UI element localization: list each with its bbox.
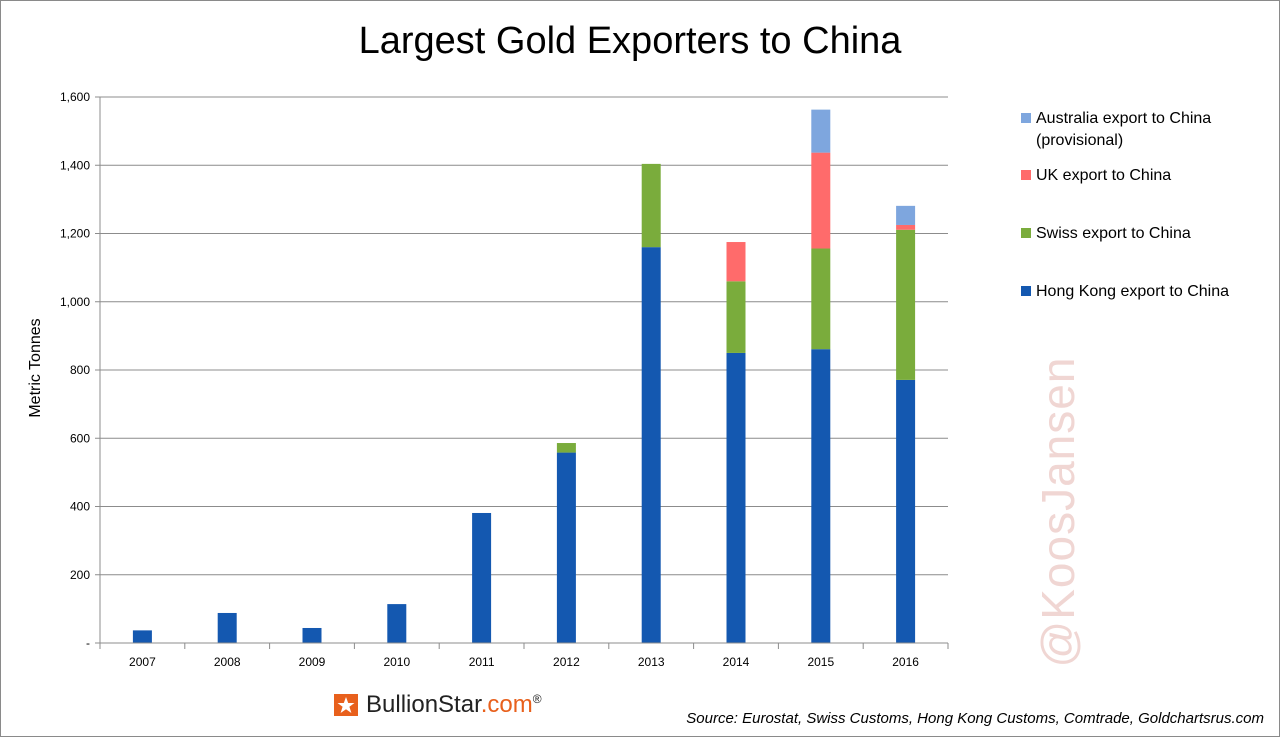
y-tick-label: - bbox=[86, 636, 90, 650]
legend-swatch-australia bbox=[1021, 113, 1031, 123]
y-tick-label: 1,400 bbox=[60, 158, 90, 172]
source-note: Source: Eurostat, Swiss Customs, Hong Ko… bbox=[686, 710, 1264, 727]
gridlines bbox=[100, 96, 948, 576]
x-tick-label: 2013 bbox=[638, 655, 665, 669]
y-tick-label: 800 bbox=[70, 363, 90, 377]
bar-segment bbox=[896, 205, 916, 225]
legend-label-hong-kong: Hong Kong export to China bbox=[1036, 283, 1230, 300]
x-tick-label: 2009 bbox=[299, 655, 326, 669]
bar-segment bbox=[896, 379, 916, 643]
legend-swatch-uk bbox=[1021, 170, 1031, 180]
brand-reg-mark: ® bbox=[532, 692, 542, 706]
brand-name-main: BullionStar bbox=[366, 691, 481, 718]
y-tick-label: 400 bbox=[70, 500, 90, 514]
y-tick-label: 1,200 bbox=[60, 227, 90, 241]
y-tick-label: 200 bbox=[70, 568, 90, 582]
chart-title: Largest Gold Exporters to China bbox=[358, 20, 902, 62]
watermark: @KoosJansen bbox=[1032, 356, 1084, 668]
legend-swatch-hong-kong bbox=[1021, 286, 1031, 296]
bar-segment bbox=[556, 443, 576, 453]
bar-segment bbox=[641, 163, 661, 248]
bar-segment bbox=[641, 247, 661, 643]
bar-segment bbox=[556, 452, 576, 643]
brand-name: BullionStar.com® bbox=[366, 691, 542, 719]
y-tick-label: 1,600 bbox=[60, 90, 90, 104]
x-tick-label: 2008 bbox=[214, 655, 241, 669]
bullionstar-logo-icon bbox=[334, 694, 358, 716]
tick-labels: - 200 400 600 800 1,000 1,200 1,400 1,600 2007 200… bbox=[60, 90, 919, 669]
bar-segment bbox=[472, 512, 492, 643]
bar-segment bbox=[302, 627, 322, 643]
x-tick-label: 2011 bbox=[469, 655, 495, 669]
x-tick-label: 2012 bbox=[553, 655, 580, 669]
y-tick-label: 600 bbox=[70, 431, 90, 445]
bar-segment bbox=[811, 109, 831, 153]
x-tick-label: 2016 bbox=[892, 655, 919, 669]
y-axis-label: Metric Tonnes bbox=[27, 318, 44, 418]
bar-segment bbox=[896, 229, 916, 380]
bar-segment bbox=[132, 630, 152, 643]
legend-label-australia: Australia export to China (provisional) bbox=[1036, 110, 1212, 149]
bar-segment bbox=[811, 349, 831, 643]
x-tick-label: 2010 bbox=[383, 655, 410, 669]
bar-segment bbox=[726, 281, 746, 353]
x-tick-label: 2015 bbox=[807, 655, 834, 669]
y-tick-label: 1,000 bbox=[60, 295, 90, 309]
bar-segment bbox=[811, 248, 831, 350]
bar-segment bbox=[217, 612, 237, 643]
bar-segment bbox=[896, 224, 916, 230]
bars bbox=[132, 109, 916, 643]
legend-label-swiss: Swiss export to China bbox=[1036, 225, 1191, 242]
legend-swatch-swiss bbox=[1021, 228, 1031, 238]
bar-segment bbox=[726, 242, 746, 282]
bar-segment bbox=[726, 352, 746, 643]
bar-segment bbox=[387, 604, 407, 643]
brand-name-suffix: .com bbox=[480, 691, 533, 718]
legend-label-uk: UK export to China bbox=[1036, 167, 1172, 184]
x-tick-label: 2014 bbox=[723, 655, 750, 669]
axes bbox=[95, 96, 949, 649]
bar-segment bbox=[811, 152, 831, 249]
x-tick-label: 2007 bbox=[129, 655, 156, 669]
